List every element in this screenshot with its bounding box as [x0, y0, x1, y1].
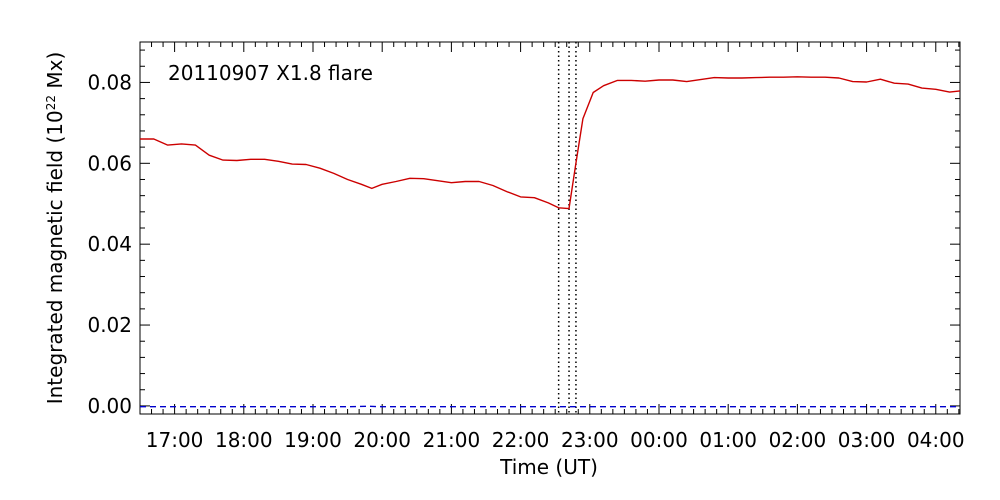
y-tick-label: 0.08: [87, 70, 132, 94]
x-tick-label: 02:00: [769, 428, 827, 452]
x-tick-label: 19:00: [284, 428, 342, 452]
series-layer: [140, 76, 961, 408]
x-tick-label: 03:00: [838, 428, 896, 452]
y-tick-label: 0.06: [87, 151, 132, 175]
x-tick-label: 22:00: [492, 428, 550, 452]
x-axis-label: Time (UT): [499, 455, 598, 479]
y-axis-label: Integrated magnetic field (1022 Mx): [43, 52, 67, 405]
x-tick-label: 23:00: [561, 428, 619, 452]
x-tick-label: 18:00: [215, 428, 273, 452]
y-tick-label: 0.00: [87, 394, 132, 418]
x-tick-label: 17:00: [146, 428, 204, 452]
y-axis-label-unit: Mx): [43, 52, 67, 95]
y-axis-ticks: 0.00 0.02 0.04 0.06 0.08: [87, 49, 960, 418]
y-tick-label: 0.02: [87, 313, 132, 337]
x-axis-ticks: 17:00 18:00 19:00 20:00 21:00 22:00 23:00 00:00…: [139, 42, 965, 452]
x-tick-label: 20:00: [353, 428, 411, 452]
y-tick-label: 0.04: [87, 232, 132, 256]
x-tick-label: 21:00: [423, 428, 481, 452]
y-axis-label-exponent: 22: [44, 95, 58, 110]
vertical-markers: [557, 42, 577, 414]
chart-title: 20110907 X1.8 flare: [168, 61, 373, 85]
y-axis-label-main: Integrated magnetic field (10: [43, 110, 67, 404]
x-tick-label: 01:00: [699, 428, 757, 452]
x-tick-label: 00:00: [630, 428, 688, 452]
positive-flux-line: [140, 76, 961, 210]
plot-frame: [139, 41, 961, 415]
x-tick-label: 04:00: [907, 428, 965, 452]
